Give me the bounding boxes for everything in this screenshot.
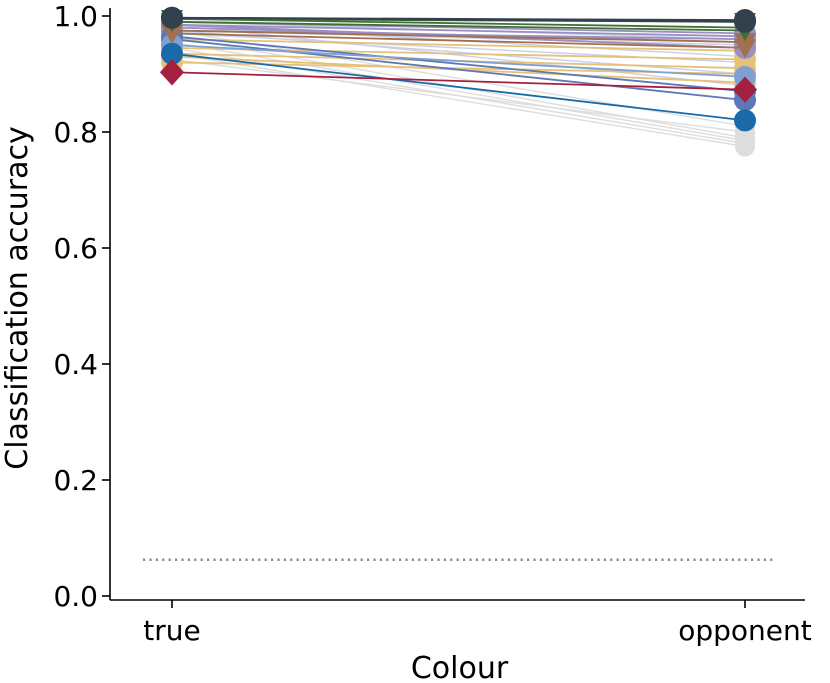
- y-tick-label: 0.2: [53, 464, 98, 497]
- y-tick-label: 1.0: [53, 0, 98, 33]
- x-tick-label: true: [143, 614, 200, 647]
- series-path: [171, 52, 746, 122]
- y-axis-title: Classification accuracy: [0, 126, 35, 469]
- series-path: [171, 53, 746, 148]
- series-line: [161, 42, 756, 132]
- series-layer: [159, 6, 758, 157]
- series-path: [171, 58, 746, 133]
- series-path: [171, 38, 746, 52]
- series-path: [171, 35, 746, 93]
- series-line: [159, 59, 758, 103]
- data-point-triangle: [734, 33, 756, 53]
- data-point-diamond: [732, 76, 758, 103]
- series-path: [171, 24, 746, 87]
- series-path: [171, 16, 746, 23]
- series-path: [171, 32, 746, 49]
- series-path: [171, 29, 746, 127]
- data-point: [734, 109, 756, 132]
- y-axis-ticks: 0.0 0.2 0.4 0.6 0.8 1.0: [53, 0, 110, 613]
- series-path: [171, 20, 746, 32]
- series-path: [171, 44, 746, 78]
- series-path: [171, 41, 746, 142]
- series-path: [171, 29, 746, 43]
- series-path: [171, 38, 746, 101]
- data-point: [161, 6, 183, 29]
- series-path: [171, 18, 746, 29]
- y-tick-label: 0.6: [53, 232, 98, 265]
- y-tick-label: 0.4: [53, 348, 98, 381]
- data-point: [735, 136, 755, 157]
- x-axis-title: Colour: [411, 651, 509, 683]
- data-point-diamond: [159, 59, 185, 86]
- y-tick-label: 0.0: [53, 580, 98, 613]
- series-line: [161, 6, 756, 33]
- series-path: [171, 23, 746, 38]
- x-tick-label: opponent: [678, 614, 812, 647]
- series-path: [171, 71, 746, 91]
- y-tick-label: 0.8: [53, 116, 98, 149]
- data-point: [161, 42, 183, 65]
- x-axis-ticks: true opponent: [143, 600, 812, 647]
- data-point: [734, 10, 756, 33]
